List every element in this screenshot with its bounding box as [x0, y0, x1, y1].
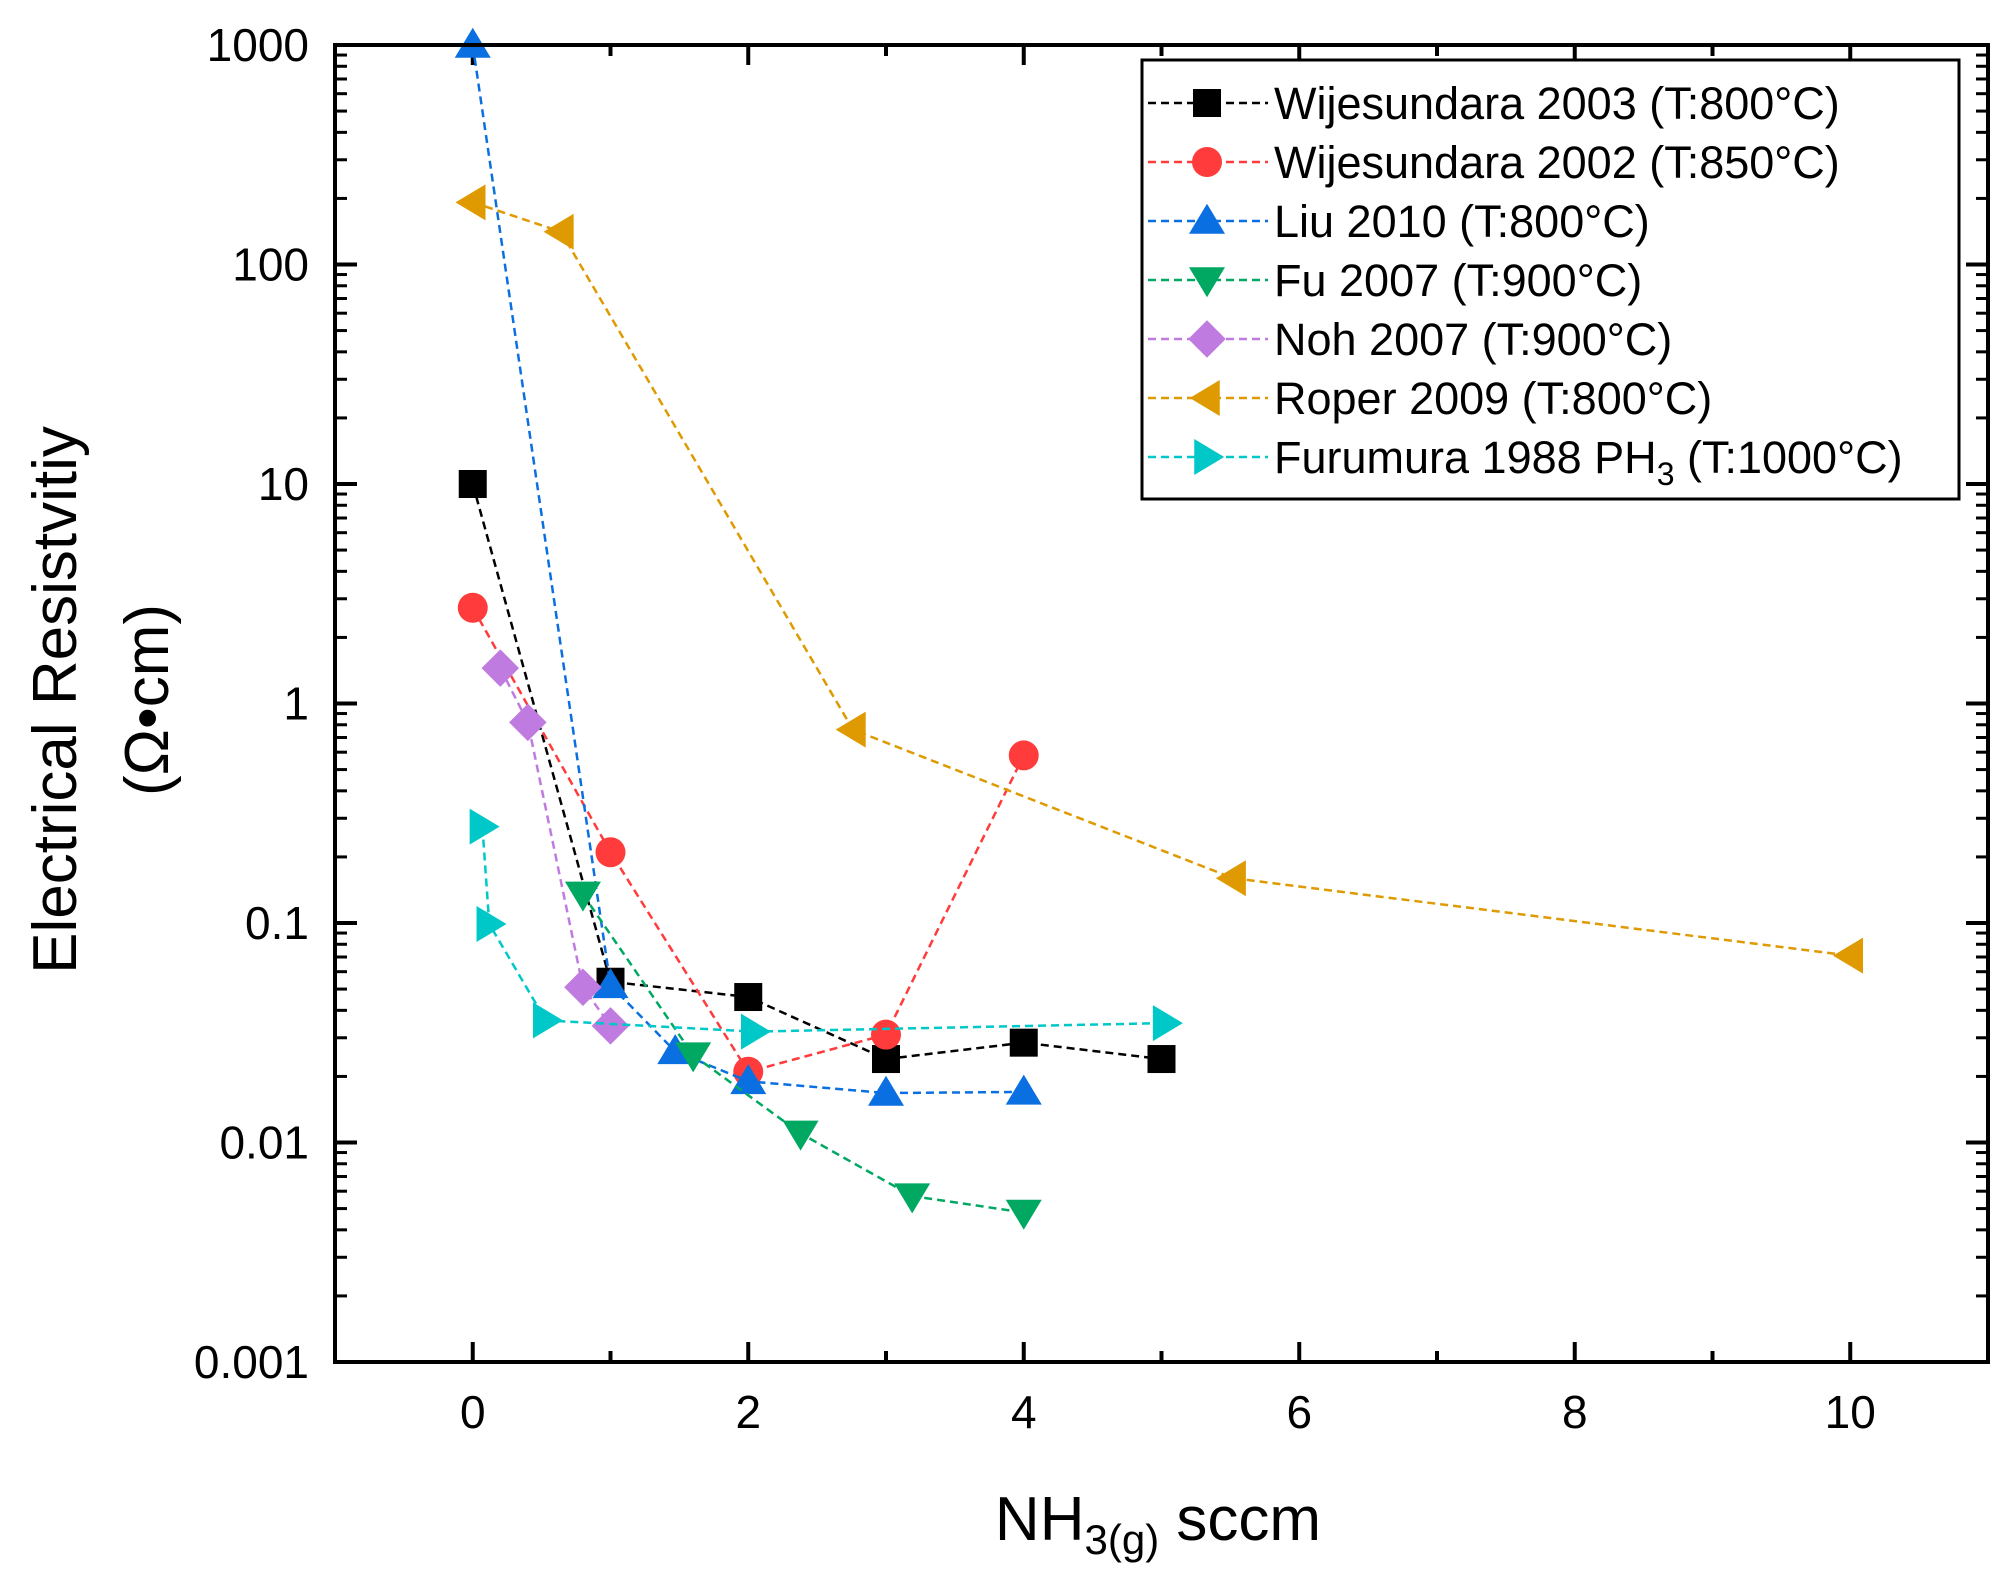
data-point: [1152, 1005, 1183, 1042]
data-point: [1009, 1028, 1038, 1057]
data-point: [894, 1183, 931, 1214]
y-tick-label: 0.001: [194, 1336, 309, 1388]
x-tick-label: 6: [1286, 1386, 1312, 1438]
x-axis-title: NH3(g) sccm: [995, 1485, 1321, 1563]
legend-marker: [1194, 439, 1225, 475]
legend-entry: Noh 2007 (T:900°C): [1148, 314, 1672, 365]
y-tick-labels: 0.001 0.01 0.1 1 10 100 1000: [194, 19, 309, 1388]
y-tick-label: 0.01: [219, 1117, 309, 1169]
x-tick-labels: 0 2 4 6 8 10: [460, 1386, 1876, 1438]
legend-marker: [1189, 267, 1225, 298]
data-point: [509, 703, 547, 742]
plot-frame: [333, 43, 1990, 1364]
y-tick-label: 100: [232, 239, 309, 291]
data-point: [595, 837, 626, 868]
series-line: [499, 667, 612, 1027]
data-point: [458, 470, 487, 498]
legend-label: Fu 2007 (T:900°C): [1274, 255, 1642, 306]
data-point: [591, 1007, 630, 1045]
data-point: [592, 968, 629, 999]
x-tick-label: 2: [735, 1386, 761, 1438]
legend-label: Roper 2009 (T:800°C): [1274, 373, 1712, 424]
legend-marker: [1188, 320, 1226, 358]
legend-label: Wijesundara 2003 (T:800°C): [1274, 78, 1840, 129]
series-6: [469, 808, 1183, 1050]
x-tick-label: 4: [1011, 1386, 1037, 1438]
legend-marker: [1189, 380, 1220, 416]
data-point: [1215, 860, 1246, 897]
data-point: [1833, 937, 1863, 974]
data-point: [868, 1075, 904, 1106]
series-line: [471, 44, 1024, 1095]
legend-entry: Roper 2009 (T:800°C): [1148, 373, 1712, 424]
data-point: [1005, 1074, 1042, 1105]
data-point: [543, 213, 574, 250]
legend-label: Liu 2010 (T:800°C): [1274, 196, 1650, 247]
data-point: [455, 184, 486, 221]
legend-marker: [1192, 147, 1222, 177]
y-tick-label: 1000: [207, 19, 309, 71]
legend-entry: Fu 2007 (T:900°C): [1148, 255, 1642, 306]
legend-marker: [1189, 203, 1225, 234]
data-point: [533, 1002, 564, 1039]
series-4: [481, 649, 630, 1045]
data-point: [741, 1013, 772, 1050]
data-point: [481, 649, 520, 687]
series-2: [454, 27, 1042, 1106]
data-point: [1005, 1199, 1042, 1230]
data-point: [564, 881, 601, 912]
legend-entry: Wijesundara 2002 (T:850°C): [1148, 137, 1840, 188]
y-axis-title-line1: Electrical Resistvitiy: [21, 426, 90, 974]
data-point: [476, 905, 507, 942]
data-point: [675, 1042, 712, 1073]
legend-entry: Furumura 1988 PH3 (T:1000°C): [1148, 432, 1903, 492]
legend-entry: Wijesundara 2003 (T:800°C): [1148, 78, 1840, 129]
legend-label: Wijesundara 2002 (T:850°C): [1274, 137, 1840, 188]
data-point: [835, 711, 866, 748]
y-axis-title-line2: (Ω•cm): [113, 604, 182, 796]
legend-label: Furumura 1988 PH3 (T:1000°C): [1274, 432, 1903, 492]
series-line: [581, 893, 1024, 1214]
data-point: [872, 1045, 900, 1074]
data-point: [871, 1019, 901, 1050]
data-point: [782, 1120, 819, 1151]
series-3: [564, 881, 1042, 1230]
data-point: [457, 592, 488, 623]
legend-box: [1140, 58, 1961, 501]
data-point: [730, 1064, 767, 1095]
data-point: [454, 27, 491, 58]
legend-marker: [1193, 89, 1221, 117]
y-tick-label: 10: [258, 458, 309, 510]
data-point: [564, 968, 602, 1006]
legend-label: Noh 2007 (T:900°C): [1274, 314, 1672, 365]
series-layer: [454, 27, 1863, 1230]
series-line: [471, 483, 1162, 1061]
data-point: [1008, 740, 1039, 771]
legend-entry: Liu 2010 (T:800°C): [1148, 196, 1650, 247]
y-tick-label: 0.1: [245, 897, 309, 949]
y-tick-label: 1: [283, 678, 309, 730]
data-point: [469, 808, 500, 845]
series-5: [455, 184, 1863, 974]
x-tick-label: 0: [460, 1386, 486, 1438]
x-tick-label: 8: [1562, 1386, 1588, 1438]
data-point: [734, 983, 763, 1012]
x-tick-label: 10: [1825, 1386, 1876, 1438]
data-point: [1147, 1045, 1176, 1074]
legend: Wijesundara 2003 (T:800°C) Wijesundara 20…: [1140, 58, 1961, 501]
